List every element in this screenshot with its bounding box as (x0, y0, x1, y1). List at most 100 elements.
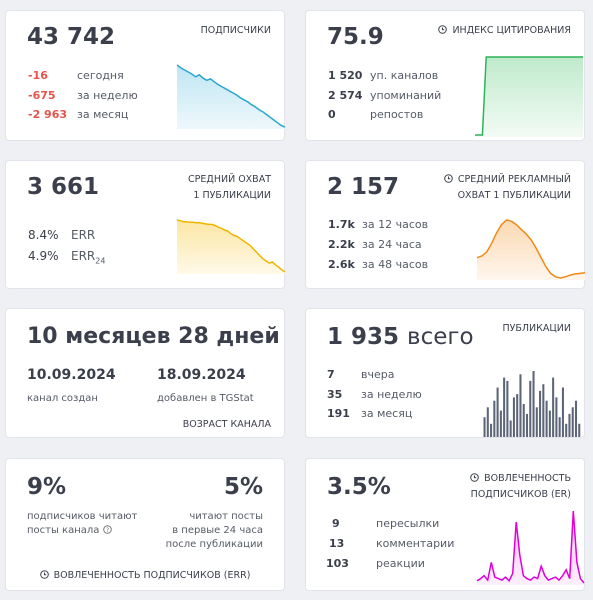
sparkline-line (176, 219, 286, 273)
row-value: 103 (326, 557, 349, 570)
card-title: СРЕДНИЙ РЕКЛАМНЫЙ ОХВАТ 1 ПУБЛИКАЦИИ (444, 172, 571, 204)
row-value: -675 (28, 89, 56, 102)
sparkline (176, 219, 286, 274)
bar (486, 407, 489, 437)
row-value: 2.2k (328, 238, 355, 251)
metric-value: 3.5% (327, 474, 391, 500)
card-footer: ВОВЛЕЧЕННОСТЬ ПОДПИСЧИКОВ (ERR) (6, 568, 284, 584)
row-label: за 12 часов (362, 218, 429, 231)
title-text: ВОВЛЕЧЕННОСТЬ (484, 473, 571, 484)
sparkline (176, 64, 286, 129)
bar (561, 387, 564, 437)
card: 75.9 ИНДЕКС ЦИТИРОВАНИЯ 1 520 уп. канало… (305, 10, 585, 141)
date-value: 10.09.2024 (27, 367, 116, 383)
sparkline-area (177, 65, 285, 129)
row-value: 191 (327, 407, 350, 420)
card-title: ИНДЕКС ЦИТИРОВАНИЯ (438, 23, 571, 39)
metric-value: 9% (27, 474, 67, 500)
bar (509, 420, 512, 437)
date-label: добавлен в TGStat (157, 393, 254, 404)
bar (539, 390, 542, 437)
bar (499, 410, 502, 437)
metric-caption: читают посты в первые 24 часа после публик… (166, 510, 263, 552)
bar (529, 380, 532, 437)
row-value: 1 520 (328, 69, 363, 82)
metric-value: 3 661 (27, 174, 100, 200)
sparkline-area (475, 57, 583, 137)
date-label: канал создан (27, 393, 98, 404)
sparkline-area (177, 220, 285, 274)
caption-line: после публикации (165, 539, 263, 550)
bar (565, 423, 568, 437)
bar (558, 417, 561, 437)
row-label: пересылки (376, 517, 440, 530)
clock-icon (444, 174, 453, 183)
card-footer: ВОЗРАСТ КАНАЛА (182, 419, 271, 430)
card-title: ПОДПИСЧИКИ (200, 25, 271, 36)
bar (555, 397, 558, 437)
sparkline (476, 510, 585, 585)
row-label: за 24 часа (362, 238, 422, 251)
help-icon[interactable]: ? (102, 525, 112, 534)
bar (542, 384, 545, 437)
title-line: ПОДПИСЧИКОВ (ER) (470, 489, 571, 500)
row-value: 7 (327, 368, 335, 381)
row-value: 8.4% (28, 228, 59, 242)
date-value: 18.09.2024 (157, 367, 246, 383)
title-line: ВОВЛЕЧЕННОСТЬ (470, 471, 571, 487)
row-value: 2 574 (328, 89, 363, 102)
card: 3 661 СРЕДНИЙ ОХВАТ 1 ПУБЛИКАЦИИ 8.4% ERR… (5, 160, 286, 289)
bar (578, 423, 581, 437)
bar (568, 413, 571, 437)
bar (483, 417, 486, 437)
clock-icon (39, 570, 49, 579)
bar (532, 371, 535, 437)
title-line: 1 ПУБЛИКАЦИИ (193, 190, 271, 201)
bar (535, 407, 538, 437)
bar (522, 404, 525, 437)
row-label: за неделю (77, 89, 138, 102)
row-label: за неделю (361, 388, 422, 401)
clock-icon (438, 25, 448, 34)
title-text: ИНДЕКС ЦИТИРОВАНИЯ (452, 25, 571, 36)
card: 3.5% ВОВЛЕЧЕННОСТЬ ПОДПИСЧИКОВ (ER) 9 пер… (305, 458, 585, 591)
bar (516, 394, 519, 437)
bar (512, 397, 515, 437)
row-value: -2 963 (28, 108, 68, 121)
metric-value: 5% (223, 474, 263, 500)
card: 9% подписчиков читают посты канала ? 5% ч… (5, 458, 285, 591)
bar (490, 423, 493, 437)
bar (525, 413, 529, 437)
clock-icon (470, 473, 479, 482)
caption-line: в первые 24 часа (172, 525, 263, 536)
sparkline-line (176, 64, 286, 128)
card-title: ВОВЛЕЧЕННОСТЬ ПОДПИСЧИКОВ (ER) (470, 471, 571, 503)
metric-value: 2 157 (327, 174, 400, 200)
label-text: ERR (71, 249, 96, 263)
sparkline-line (476, 510, 585, 584)
bar (574, 400, 578, 437)
row-label: за месяц (77, 108, 129, 121)
title-line: ОХВАТ 1 ПУБЛИКАЦИИ (457, 190, 571, 201)
metric-value: 1 935 всего (327, 323, 474, 351)
bar (496, 387, 499, 437)
bar (545, 400, 548, 437)
bar (552, 377, 555, 437)
row-label: репостов (370, 108, 424, 121)
sparkline-area (477, 220, 585, 280)
bar (571, 407, 574, 437)
caption-text: посты канала (27, 525, 100, 536)
row-value: 4.9% (28, 249, 59, 263)
card: 10 месяцев 28 дней 10.09.2024 канал созд… (5, 308, 285, 438)
sparkline (476, 219, 586, 280)
footer-text: ВОВЛЕЧЕННОСТЬ ПОДПИСЧИКОВ (ERR) (53, 570, 251, 581)
bar (519, 374, 522, 437)
card: 1 935 всего ПУБЛИКАЦИИ 7 вчера 35 за нед… (305, 308, 585, 438)
row-value: 1.7k (328, 218, 355, 231)
row-value: 0 (328, 108, 336, 121)
bar (548, 410, 551, 437)
row-label: сегодня (77, 69, 124, 82)
bar (493, 400, 496, 437)
row-label: ERR (71, 228, 96, 242)
